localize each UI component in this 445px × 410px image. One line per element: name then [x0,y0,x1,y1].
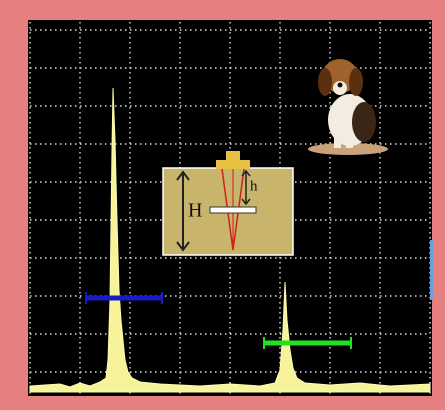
depth-label: H [188,200,202,222]
edge-marker [430,240,433,300]
puppy-leg [334,130,341,148]
flaw-depth-label: h [250,178,258,194]
depth-arrow-heads [176,170,190,252]
probe [216,160,250,169]
puppy-nose [337,82,343,88]
flaw [209,206,257,214]
puppy-muzzle [333,81,347,95]
puppy-cushion [308,143,388,155]
puppy-leg [346,130,353,148]
puppy-ear [349,68,363,96]
puppy-back [352,102,376,142]
signal-trace [29,87,431,393]
inset-diagram: H h [162,151,294,256]
flaw-depth-arrow-heads [241,169,251,206]
puppy-image [308,59,388,155]
puppy-ear [318,68,332,96]
probe-top [226,151,240,161]
